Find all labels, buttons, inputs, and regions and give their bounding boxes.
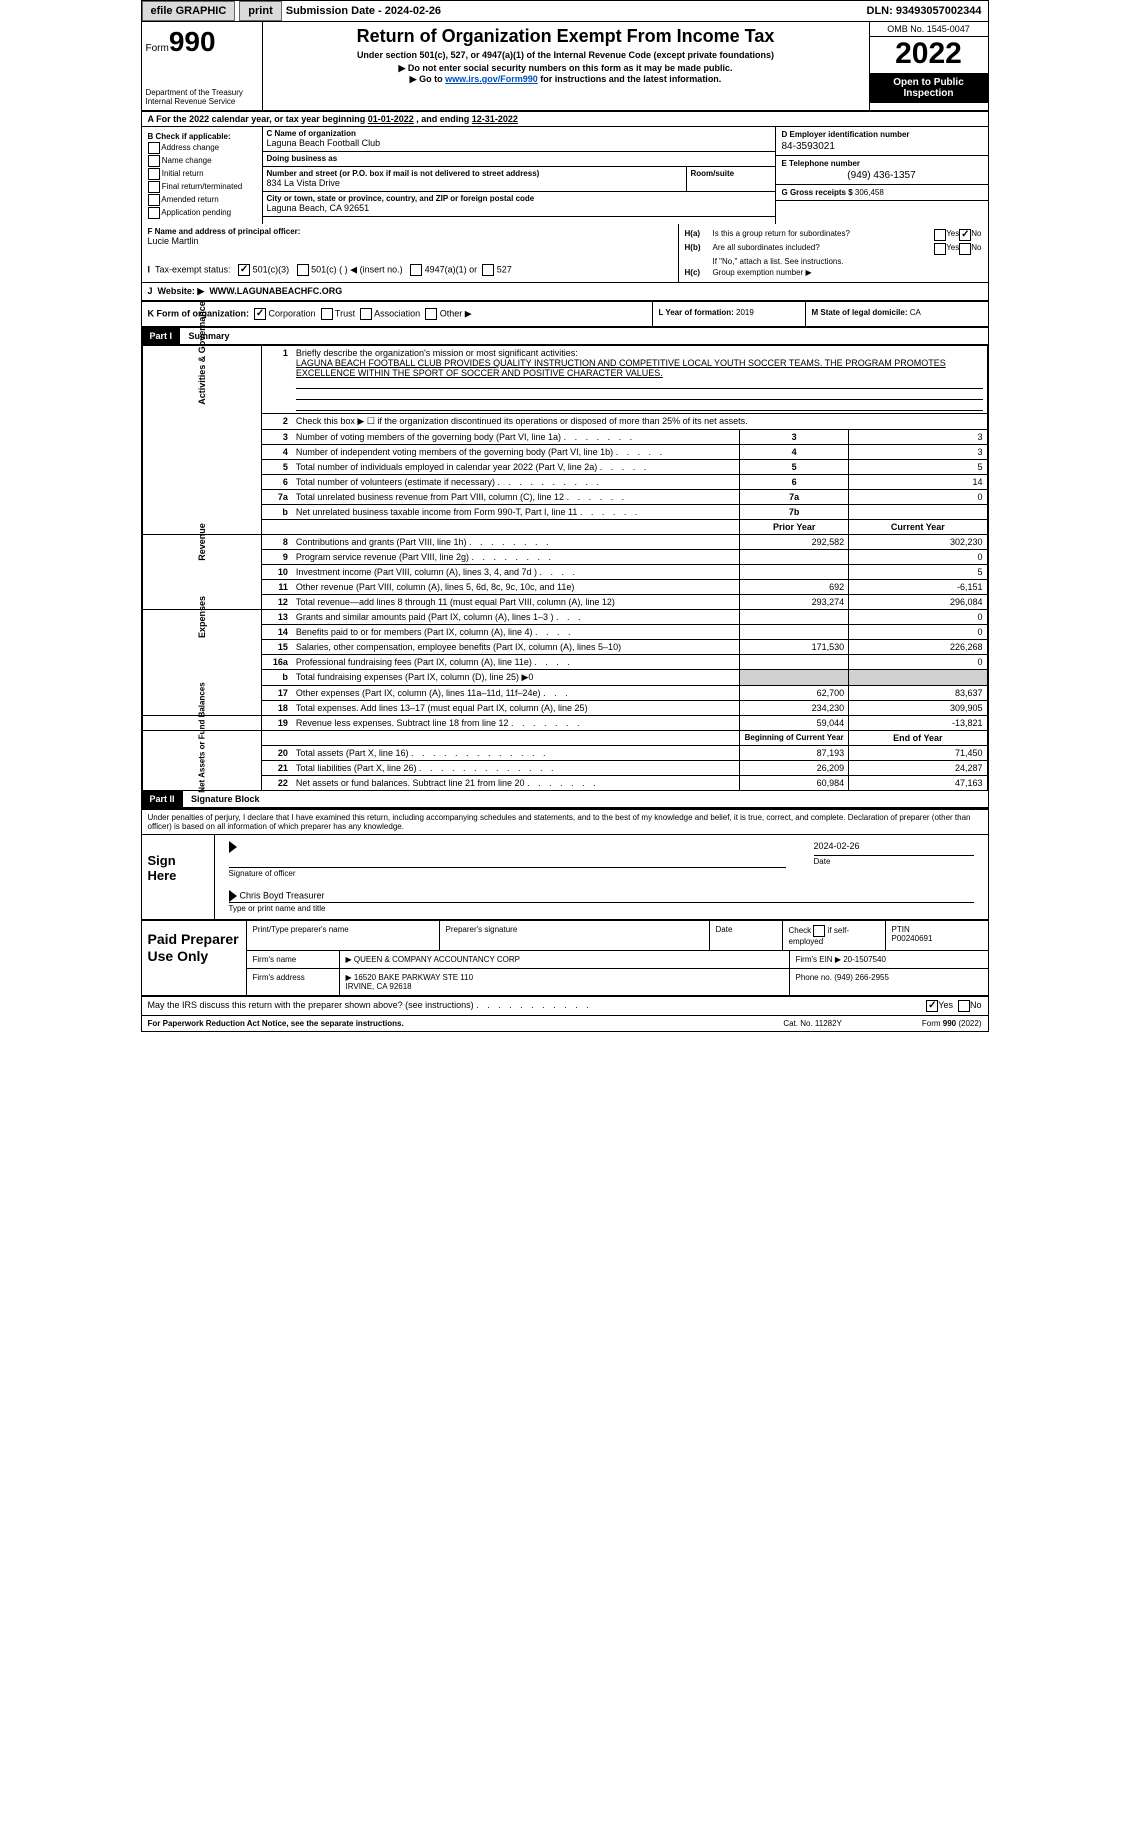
form-title: Return of Organization Exempt From Incom… [269, 26, 863, 47]
checkbox-application-pending[interactable] [148, 207, 160, 219]
form-number: Form990 [146, 26, 258, 58]
org-name-label: C Name of organization [263, 127, 775, 138]
street-value: 834 La Vista Drive [263, 178, 686, 191]
checkbox-501c3[interactable]: ✓ [238, 264, 250, 276]
gross-receipts-value: 306,458 [855, 188, 884, 197]
catalog-number: Cat. No. 11282Y [783, 1019, 842, 1028]
submission-date-label: Submission Date - 2024-02-26 [286, 5, 441, 17]
dba-value [263, 163, 775, 166]
checkbox-trust[interactable] [321, 308, 333, 320]
column-b-checkboxes: B Check if applicable: Address change Na… [142, 127, 263, 224]
checkbox-other[interactable] [425, 308, 437, 320]
checkbox-address-change[interactable] [148, 142, 160, 154]
side-expenses: Expenses [197, 562, 207, 672]
tax-year: 2022 [870, 37, 988, 73]
website-value: WWW.LAGUNABEACHFC.ORG [209, 286, 342, 296]
checkbox-4947[interactable] [410, 264, 422, 276]
ein-label: D Employer identification number [782, 130, 982, 139]
omb-number: OMB No. 1545-0047 [870, 22, 988, 37]
phone-label: E Telephone number [782, 159, 982, 168]
part-ii-title: Signature Block [185, 791, 266, 807]
firm-ein: ▶ 20-1507540 [835, 955, 886, 964]
form-footer: Form 990 (2022) [922, 1019, 982, 1028]
row-a-tax-year: A For the 2022 calendar year, or tax yea… [142, 112, 988, 127]
may-discuss-text: May the IRS discuss this return with the… [148, 1000, 927, 1012]
paid-preparer-label: Paid Preparer Use Only [142, 921, 247, 995]
year-formation: 2019 [736, 308, 754, 317]
side-governance: Activities & Governance [197, 298, 207, 408]
state-domicile: CA [910, 308, 921, 317]
checkbox-name-change[interactable] [148, 155, 160, 167]
signer-name: Chris Boyd Treasurer [240, 890, 325, 900]
efile-graphic-button[interactable]: efile GRAPHIC [142, 1, 236, 21]
line-3: 3Number of voting members of the governi… [142, 430, 987, 445]
side-net-assets: Net Assets or Fund Balances [197, 682, 206, 792]
paperwork-notice: For Paperwork Reduction Act Notice, see … [148, 1019, 784, 1028]
part-i-header: Part I [142, 328, 181, 344]
dba-label: Doing business as [263, 152, 775, 163]
open-inspection-badge: Open to Public Inspection [870, 73, 988, 103]
checkbox-527[interactable] [482, 264, 494, 276]
checkbox-501c[interactable] [297, 264, 309, 276]
arrow-icon [229, 890, 237, 902]
firm-phone: (949) 266-2955 [834, 973, 889, 982]
dept-label: Department of the Treasury Internal Reve… [146, 88, 258, 106]
hb-note: If "No," attach a list. See instructions… [713, 257, 982, 266]
part-ii-header: Part II [142, 791, 183, 807]
officer-label: F Name and address of principal officer: [148, 227, 672, 236]
form-subtitle: Under section 501(c), 527, or 4947(a)(1)… [269, 50, 863, 60]
checkbox-assoc[interactable] [360, 308, 372, 320]
dln: DLN: 93493057002344 [867, 5, 988, 17]
phone-value: (949) 436-1357 [782, 170, 982, 181]
checkbox-corp[interactable]: ✓ [254, 308, 266, 320]
checkbox-final-return[interactable] [148, 181, 160, 193]
privacy-note: ▶ Do not enter social security numbers o… [269, 63, 863, 74]
checkbox-amended[interactable] [148, 194, 160, 206]
line-6: 6Total number of volunteers (estimate if… [142, 475, 987, 490]
sign-here-label: Sign Here [142, 835, 215, 919]
instructions-link-row: ▶ Go to www.irs.gov/Form990 for instruct… [269, 74, 863, 85]
top-bar: efile GRAPHIC print Submission Date - 20… [142, 1, 988, 22]
part-i-title: Summary [183, 328, 236, 344]
room-suite-label: Room/suite [687, 167, 775, 191]
ein-value: 84-3593021 [782, 141, 982, 152]
line-7b: bNet unrelated business taxable income f… [142, 505, 987, 520]
checkbox-may-no[interactable] [958, 1000, 970, 1012]
form-header: Form990 Department of the Treasury Inter… [142, 22, 988, 112]
print-button[interactable]: print [239, 1, 281, 21]
summary-table: Activities & Governance 1 Briefly descri… [142, 345, 988, 791]
form-990-page: efile GRAPHIC print Submission Date - 20… [141, 0, 989, 1032]
street-label: Number and street (or P.O. box if mail i… [263, 167, 686, 178]
gross-receipts-label: G Gross receipts $ [782, 188, 853, 197]
city-value: Laguna Beach, CA 92651 [263, 203, 775, 216]
checkbox-initial-return[interactable] [148, 168, 160, 180]
firm-address: ▶ 16520 BAKE PARKWAY STE 110 [346, 973, 474, 982]
officer-name: Lucie Martlin [148, 236, 672, 246]
org-name: Laguna Beach Football Club [263, 138, 775, 151]
line-4: 4Number of independent voting members of… [142, 445, 987, 460]
perjury-statement: Under penalties of perjury, I declare th… [142, 810, 988, 835]
mission-text: LAGUNA BEACH FOOTBALL CLUB PROVIDES QUAL… [296, 358, 946, 378]
line-7a: 7aTotal unrelated business revenue from … [142, 490, 987, 505]
ptin-value: P00240691 [892, 934, 933, 943]
line-5: 5Total number of individuals employed in… [142, 460, 987, 475]
checkbox-self-employed[interactable] [813, 925, 825, 937]
arrow-icon [229, 841, 237, 853]
city-label: City or town, state or province, country… [263, 192, 775, 203]
checkbox-hb-no[interactable] [959, 243, 971, 255]
checkbox-may-yes[interactable]: ✓ [926, 1000, 938, 1012]
checkbox-ha-no[interactable]: ✓ [959, 229, 971, 241]
firm-name: ▶ QUEEN & COMPANY ACCOUNTANCY CORP [340, 951, 790, 968]
irs-link[interactable]: www.irs.gov/Form990 [445, 74, 538, 84]
checkbox-ha-yes[interactable] [934, 229, 946, 241]
sign-date: 2024-02-26 [814, 841, 974, 855]
checkbox-hb-yes[interactable] [934, 243, 946, 255]
